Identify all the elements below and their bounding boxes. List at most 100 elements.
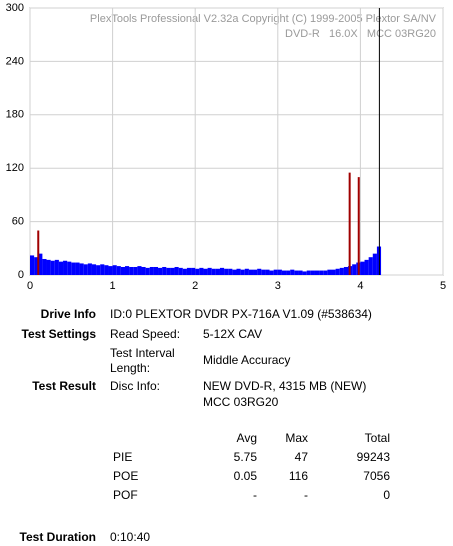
bar	[335, 268, 340, 275]
bar	[360, 261, 365, 275]
bar	[253, 269, 258, 275]
value: ID:0 PLEXTOR DVDR PX-716A V1.09 (#538634…	[110, 307, 372, 321]
table-header: Total	[364, 431, 390, 445]
row-label: POE	[113, 469, 139, 483]
label: Drive Info	[40, 307, 96, 321]
bar	[273, 269, 278, 275]
label: Disc Info:	[110, 379, 161, 393]
bar	[302, 271, 307, 275]
bar	[207, 267, 212, 275]
bar	[178, 267, 183, 275]
bar	[100, 264, 105, 275]
bar	[343, 266, 349, 275]
bar	[331, 269, 336, 275]
bar	[30, 255, 35, 275]
value: 0:10:40	[110, 530, 151, 544]
bar	[232, 269, 237, 275]
bar	[211, 268, 216, 275]
bar	[75, 262, 80, 275]
bar	[339, 267, 344, 275]
bar	[71, 262, 76, 275]
bar	[281, 270, 287, 275]
bar	[116, 266, 121, 275]
bar	[310, 270, 315, 275]
bar	[199, 267, 204, 275]
table-header: Max	[285, 431, 308, 445]
bar	[46, 259, 51, 275]
table-cell: 47	[294, 450, 308, 464]
value: 5-12X CAV	[203, 327, 263, 341]
bar	[63, 260, 68, 275]
label: Test Interval	[110, 346, 175, 360]
x-tick-label: 2	[192, 280, 198, 292]
bar	[38, 253, 43, 275]
bar	[298, 270, 303, 275]
bar	[294, 270, 299, 275]
chart-title: PlexTools Professional V2.32a Copyright …	[90, 13, 437, 25]
bar	[319, 270, 324, 275]
bar	[158, 267, 163, 275]
bar	[91, 264, 97, 275]
bar	[170, 267, 175, 275]
bar	[203, 268, 208, 275]
bar	[286, 270, 291, 275]
x-tick-label: 5	[440, 280, 446, 292]
table-header: Avg	[236, 431, 257, 445]
table-cell: -	[304, 488, 308, 502]
bar	[50, 260, 55, 275]
table-cell: 116	[288, 469, 308, 483]
table-cell: 99243	[356, 450, 390, 464]
bar	[54, 259, 59, 275]
label: Read Speed:	[110, 327, 181, 341]
x-tick-label: 3	[275, 280, 281, 292]
bar	[120, 266, 125, 275]
bar	[314, 270, 320, 275]
bar	[352, 264, 357, 275]
chart: PlexTools Professional V2.32a Copyright …	[6, 2, 446, 292]
value: Middle Accuracy	[203, 353, 291, 367]
bar	[79, 263, 84, 275]
bar	[261, 269, 266, 275]
y-tick-label: 180	[6, 109, 24, 121]
bar	[219, 267, 225, 275]
bar	[124, 266, 130, 275]
bar	[174, 266, 179, 275]
bar	[67, 261, 72, 275]
bar	[191, 267, 196, 275]
label: Test Result	[32, 379, 96, 393]
bar	[112, 265, 117, 275]
bar	[104, 265, 109, 275]
bar	[240, 269, 245, 275]
bar	[372, 253, 377, 275]
label: Test Settings	[21, 327, 96, 341]
label: Length:	[110, 361, 151, 375]
bar	[186, 267, 192, 275]
bar	[244, 268, 249, 275]
table-cell: 5.75	[233, 450, 257, 464]
bar	[224, 268, 229, 275]
y-tick-label: 0	[18, 269, 24, 281]
bar	[58, 261, 64, 275]
bar	[83, 264, 88, 275]
bar	[364, 259, 369, 275]
plot-frame	[29, 7, 444, 276]
bar	[182, 268, 187, 275]
bar	[323, 270, 328, 275]
bar	[96, 265, 101, 275]
x-tick-label: 4	[357, 280, 363, 292]
bar	[145, 267, 150, 275]
bar	[129, 266, 134, 275]
bar	[290, 269, 295, 275]
bar	[166, 267, 171, 275]
bar	[162, 266, 167, 275]
y-tick-label: 120	[6, 162, 24, 174]
bar	[265, 269, 270, 275]
table-cell: 7056	[363, 469, 390, 483]
bar	[248, 269, 254, 275]
row-label: PIE	[113, 450, 133, 464]
y-tick-label: 300	[6, 2, 24, 14]
label: Test Duration	[19, 530, 96, 544]
bar	[34, 257, 39, 275]
y-tick-label: 60	[12, 216, 24, 228]
